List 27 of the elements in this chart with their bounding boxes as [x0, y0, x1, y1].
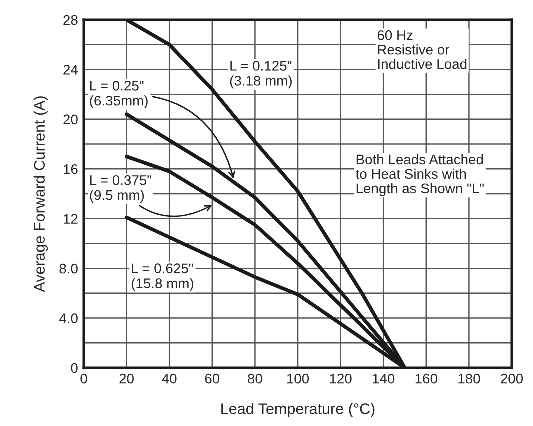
annotation: Both Leads Attached to Heat Sinks with Length as Shown "L" [356, 154, 484, 196]
x-tick-label: 0 [80, 374, 88, 384]
x-tick-label: 40 [162, 374, 177, 384]
x-tick-label: 60 [205, 374, 220, 384]
y-tick-label: 12 [64, 214, 78, 224]
y-axis-title: Average Forward Current (A) [34, 96, 48, 292]
y-tick-label: 4.0 [59, 314, 78, 324]
y-tick-label: 0 [71, 363, 78, 374]
x-tick-label: 200 [501, 374, 524, 384]
y-tick-label: 8.0 [60, 264, 78, 274]
x-axis-title: Lead Temperature (°C) [222, 403, 375, 418]
x-tick-label: 20 [120, 374, 134, 384]
x-tick-label: 140 [373, 374, 395, 384]
y-tick-label: 28 [64, 15, 78, 26]
x-tick-label: 80 [248, 374, 262, 384]
y-tick-label: 16 [64, 164, 78, 174]
y-tick-label: 20 [64, 114, 78, 125]
series-label: L = 0.375" (9.5 mm) [90, 175, 152, 203]
x-tick-label: 180 [458, 374, 480, 384]
series-label: L = 0.25" (6.35mm) [90, 80, 148, 109]
x-tick-label: 120 [330, 374, 352, 384]
y-tick-label: 24 [64, 65, 78, 75]
annotation: 60 Hz Resistive or Inductive Load [378, 30, 467, 70]
x-tick-label: 100 [287, 374, 310, 384]
series-label: L = 0.625" (15.8 mm) [132, 264, 194, 292]
series-label: L = 0.125" (3.18 mm) [230, 61, 292, 89]
x-tick-label: 160 [416, 374, 438, 384]
